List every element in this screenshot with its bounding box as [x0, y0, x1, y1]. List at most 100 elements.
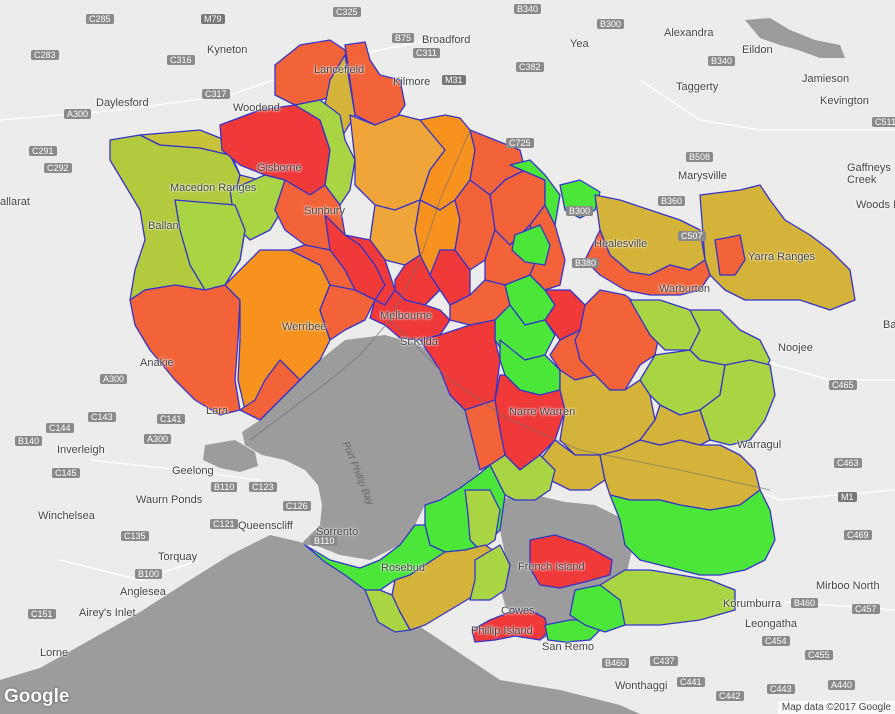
road-shield: B100 — [135, 569, 163, 579]
port-phillip-bay — [242, 335, 485, 560]
town-label: Lorne — [40, 647, 69, 659]
road-shield: C143 — [88, 412, 116, 422]
town-label: Anglesea — [120, 586, 166, 598]
road-shield: B75 — [392, 33, 415, 43]
town-label: Mirboo North — [816, 580, 880, 592]
town-label: Lancefield — [314, 64, 365, 76]
town-label: Ballan — [148, 220, 179, 232]
road-shield: C283 — [31, 50, 59, 60]
region-c788-green — [469, 544, 511, 601]
town-label: Creek — [847, 174, 877, 186]
town-label: Torquay — [158, 551, 198, 563]
road-shield: C442 — [716, 691, 744, 701]
road-shield: C316 — [167, 55, 195, 65]
road-shield: C455 — [805, 650, 833, 660]
town-label: Yarra Ranges — [748, 251, 816, 263]
road-shield: C135 — [121, 531, 149, 541]
town-label: Yea — [570, 38, 589, 50]
road-shield: C325 — [333, 7, 361, 17]
road-shield: C285 — [86, 14, 114, 24]
town-label: Ba — [883, 319, 895, 331]
road-shield: C382 — [516, 62, 544, 72]
road-shield: C121 — [210, 519, 238, 529]
road-shield: C291 — [29, 146, 57, 156]
map-attribution[interactable]: Map data ©2017 Google — [777, 701, 895, 714]
town-label: Alexandra — [664, 27, 714, 39]
road-shield: B140 — [15, 436, 43, 446]
town-label: allarat — [0, 196, 30, 208]
region-wonthaggi-green — [569, 584, 626, 633]
town-label: Leongatha — [745, 618, 797, 630]
region-c777 — [364, 589, 411, 633]
road-shield: C511 — [872, 117, 895, 127]
road-shield: C144 — [46, 423, 74, 433]
town-label: Inverleigh — [57, 444, 105, 456]
town-label: Gisborne — [257, 162, 302, 174]
region-yarra-ranges — [699, 184, 856, 311]
region-yarra-glen-green — [509, 159, 561, 226]
region-lara — [129, 284, 241, 416]
road-shield: C437 — [650, 656, 678, 666]
road-shield: M31 — [442, 75, 466, 85]
road-shield: A300 — [100, 374, 128, 384]
town-label: Daylesford — [96, 97, 149, 109]
road-shield: C292 — [44, 163, 72, 173]
town-label: Taggerty — [676, 81, 719, 93]
town-label: Marysville — [678, 170, 727, 182]
region-c726-green — [511, 224, 551, 266]
town-label: Korumburra — [723, 598, 782, 610]
road-shield: B340 — [514, 4, 542, 14]
road-shield: B380 — [572, 258, 600, 268]
road-shield: B360 — [658, 196, 686, 206]
road-shield: B300 — [566, 206, 594, 216]
road-shield: B460 — [602, 658, 630, 668]
town-label: Werribee — [282, 321, 327, 333]
town-label: Healesville — [594, 238, 648, 250]
road-shield: B300 — [597, 19, 625, 29]
road-shield: A300 — [64, 109, 92, 119]
town-label: Wonthaggi — [615, 680, 668, 692]
town-label: San Remo — [542, 641, 594, 653]
town-label: Woodend — [233, 102, 280, 114]
town-label: Queenscliff — [238, 520, 293, 532]
region-c785 — [464, 489, 501, 551]
road-shield: A440 — [828, 680, 856, 690]
road-shield: C465 — [829, 380, 857, 390]
town-label: St Kilda — [400, 336, 438, 348]
road-shield: C457 — [852, 604, 880, 614]
town-label: Waurn Ponds — [136, 494, 203, 506]
road-shield: C443 — [767, 684, 795, 694]
region-ranges-east-orange — [714, 234, 746, 276]
region-brimbank — [319, 284, 376, 341]
town-label: Melbourne — [380, 310, 432, 322]
town-label: Narre Warren — [509, 406, 576, 418]
town-label: Phillip Island — [471, 625, 533, 637]
lake-eildon — [745, 18, 845, 58]
region-south-gippsland — [609, 489, 776, 576]
road-shield: C141 — [157, 414, 185, 424]
region-layer[interactable] — [109, 39, 856, 643]
town-label: Airey's Inlet — [79, 607, 136, 619]
road-shield: A300 — [144, 434, 172, 444]
road-shield: B460 — [791, 598, 819, 608]
town-label: Kyneton — [207, 44, 248, 56]
town-label: Jamieson — [802, 73, 850, 85]
ocean-water — [0, 535, 640, 714]
road-shield: C469 — [844, 530, 872, 540]
road-shield: B110 — [211, 482, 238, 492]
freeway-lines — [249, 129, 771, 491]
road-shield: B340 — [708, 56, 736, 66]
town-label: Noojee — [778, 342, 813, 354]
road-shield: C317 — [202, 89, 230, 99]
town-label: Lara — [206, 405, 229, 417]
town-label: Sunbury — [304, 205, 345, 217]
town-label: French Island — [518, 561, 585, 573]
region-c421-olive — [639, 404, 711, 446]
corio-bay — [203, 440, 258, 472]
region-frankston-red — [419, 319, 501, 411]
region-c426 — [699, 359, 776, 446]
town-label: Macedon Ranges — [170, 182, 257, 194]
town-label: Geelong — [172, 465, 214, 477]
